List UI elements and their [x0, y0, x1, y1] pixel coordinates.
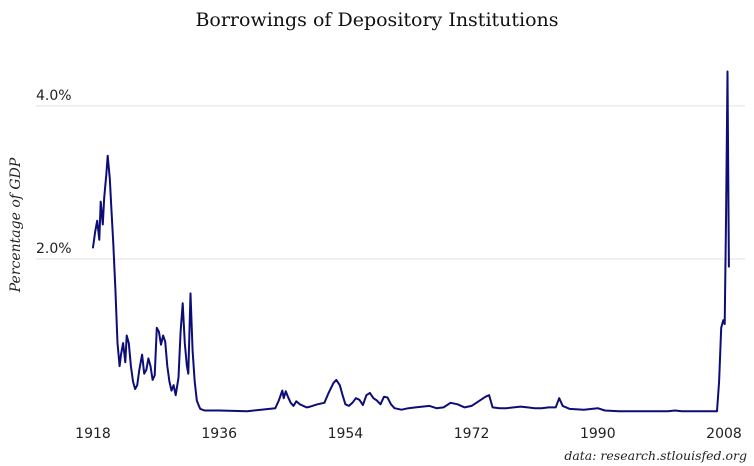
x-tick-label: 1954 [328, 426, 364, 442]
y-tick-label: 4.0% [36, 88, 72, 104]
x-tick-label: 1936 [201, 426, 237, 442]
chart-title: Borrowings of Depository Institutions [195, 9, 558, 31]
x-axis-ticks: 1918 1936 1954 1972 1990 2008 [75, 426, 742, 442]
y-axis-ticks: 2.0% 4.0% [36, 88, 72, 257]
series-line [92, 70, 730, 413]
source-note: data: research.stlouisfed.org [564, 448, 747, 463]
y-tick-label: 2.0% [36, 241, 72, 257]
x-tick-label: 2008 [706, 426, 742, 442]
x-tick-label: 1990 [580, 426, 616, 442]
x-tick-label: 1972 [454, 426, 490, 442]
grid-lines [36, 105, 745, 260]
y-axis-label: Percentage of GDP [8, 157, 24, 293]
x-tick-label: 1918 [75, 426, 111, 442]
